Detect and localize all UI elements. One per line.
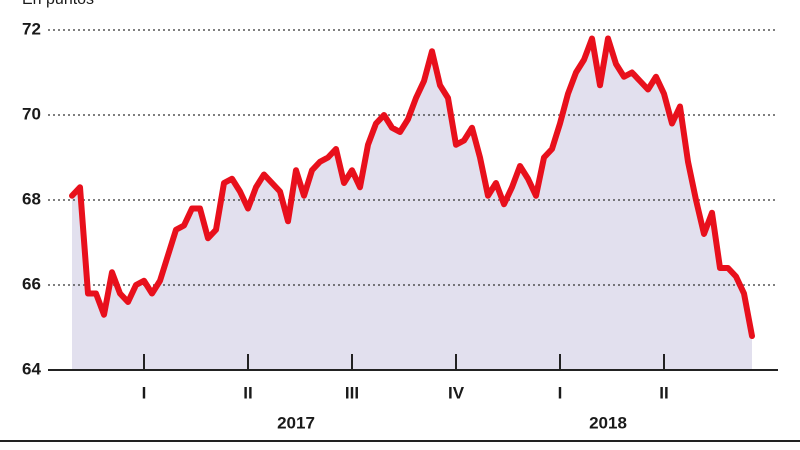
line [69, 35, 755, 339]
year-label: 2018 [589, 413, 627, 432]
y-tick-label: 72 [22, 19, 41, 38]
area [72, 38, 752, 370]
x-tick-label: III [345, 383, 359, 402]
y-tick-label: 70 [22, 104, 41, 123]
x-tick-label: II [243, 383, 252, 402]
x-tick-label: II [659, 383, 668, 402]
year-label: 2017 [277, 413, 315, 432]
y-tick-label: 68 [22, 189, 41, 208]
x-tick-label: I [558, 383, 563, 402]
x-tick-label: IV [448, 383, 465, 402]
y-tick-label: 66 [22, 274, 41, 293]
y-tick-label: 64 [22, 359, 41, 378]
subtitle: En puntos [22, 0, 94, 8]
x-tick-label: I [142, 383, 147, 402]
